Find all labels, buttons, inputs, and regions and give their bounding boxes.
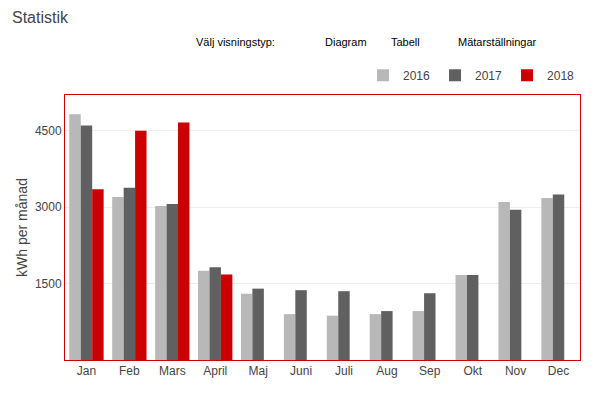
svg-text:Mätarställningar: Mätarställningar [458,36,537,48]
svg-text:Mars: Mars [159,364,186,378]
svg-text:Juni: Juni [290,364,312,378]
svg-text:Okt: Okt [463,364,482,378]
svg-text:Välj visningstyp:: Välj visningstyp: [196,36,275,48]
svg-text:4500: 4500 [35,124,62,138]
svg-text:Maj: Maj [248,364,267,378]
svg-text:2016: 2016 [403,69,430,83]
svg-text:Aug: Aug [376,364,397,378]
svg-text:3000: 3000 [35,200,62,214]
svg-text:Nov: Nov [505,364,526,378]
svg-text:Jan: Jan [77,364,96,378]
svg-text:Dec: Dec [548,364,569,378]
svg-text:Tabell: Tabell [391,36,420,48]
svg-text:Sep: Sep [419,364,441,378]
svg-text:April: April [203,364,227,378]
svg-text:Juli: Juli [335,364,353,378]
svg-text:Feb: Feb [119,364,140,378]
svg-text:2018: 2018 [547,69,574,83]
svg-text:kWh per månad: kWh per månad [14,178,30,277]
svg-text:1500: 1500 [35,277,62,291]
svg-text:Statistik: Statistik [12,9,69,26]
svg-text:Diagram: Diagram [325,36,367,48]
svg-text:2017: 2017 [475,69,502,83]
